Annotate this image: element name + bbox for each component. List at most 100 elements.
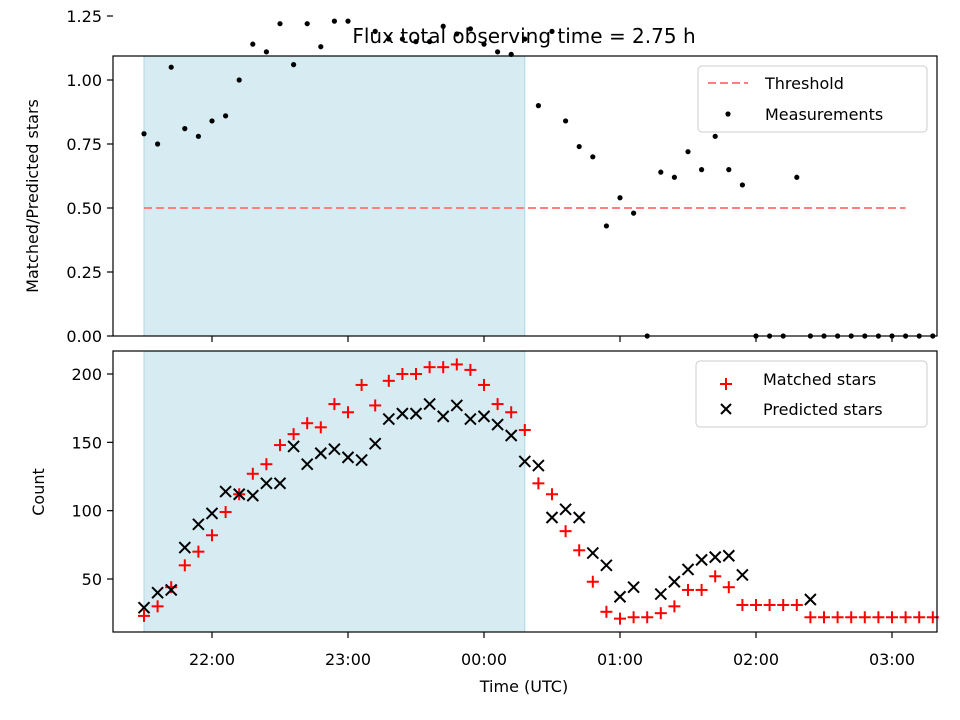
measurement-point	[318, 44, 324, 50]
legend-matched-swatch	[720, 378, 732, 390]
predicted-star-point	[477, 410, 491, 423]
matched-star-point	[831, 611, 844, 624]
predicted-star-point	[708, 550, 722, 564]
matched-star-point	[913, 611, 926, 624]
predicted-star-stroke-b	[178, 541, 192, 554]
matched-star-point	[382, 374, 395, 387]
matched-star-point	[178, 559, 191, 572]
top-y-ticks: 0.00 0.25 0.50 0.75 1.00 1.25	[66, 7, 113, 346]
predicted-star-stroke-b	[736, 568, 749, 582]
matched-star-point	[777, 598, 790, 611]
predicted-star-point	[409, 407, 423, 420]
predicted-star-point	[586, 546, 600, 560]
predicted-star-stroke-b	[613, 590, 627, 603]
bottom-x-tick-label: 02:00	[733, 650, 779, 669]
predicted-star-point	[627, 580, 640, 594]
predicted-star-stroke-b	[572, 511, 586, 524]
measurement-point	[195, 133, 201, 139]
matched-star-point	[314, 421, 327, 434]
predicted-star-point	[436, 410, 450, 423]
matched-star-point	[586, 575, 599, 588]
legend-measurements-swatch	[725, 111, 731, 117]
measurement-point	[603, 223, 610, 229]
matched-star-point	[450, 358, 463, 371]
measurement-point	[535, 103, 542, 109]
predicted-star-point	[368, 437, 382, 450]
matched-star-point	[301, 417, 314, 430]
matched-star-point	[518, 424, 531, 437]
bottom-y-tick-label: 200	[71, 365, 102, 384]
measurement-point	[386, 36, 392, 42]
measurement-point	[563, 118, 569, 124]
predicted-star-stroke-b	[708, 550, 722, 564]
predicted-star-stroke-b	[423, 397, 436, 411]
bottom-y-tick-label: 100	[71, 502, 102, 521]
predicted-star-stroke-b	[545, 511, 559, 524]
predicted-star-point	[668, 575, 681, 588]
predicted-star-stroke-b	[341, 451, 355, 464]
measurement-point	[263, 49, 269, 55]
predicted-star-point	[192, 518, 205, 531]
predicted-star-stroke-b	[260, 477, 273, 490]
measurement-point	[304, 21, 310, 27]
legend-predicted-label: Predicted stars	[763, 400, 883, 419]
measurement-point	[658, 169, 664, 175]
predicted-star-stroke-b	[586, 546, 600, 560]
top-title: Flux total observing time = 2.75 h	[352, 24, 695, 48]
matched-star-point	[532, 477, 545, 490]
bottom-y-axis-label: Count	[29, 468, 48, 516]
matched-star-point	[151, 600, 164, 613]
matched-star-point	[355, 378, 368, 391]
predicted-star-stroke-b	[804, 593, 817, 606]
predicted-star-stroke-b	[532, 459, 545, 472]
predicted-star-point	[736, 568, 749, 582]
predicted-star-point	[300, 457, 314, 471]
measurement-point	[794, 174, 800, 180]
predicted-star-point	[232, 488, 246, 501]
measurement-point	[236, 77, 242, 83]
top-y-tick-label: 0.50	[66, 199, 102, 218]
measurement-point	[331, 18, 337, 24]
matched-star-point	[559, 525, 572, 538]
measurement-point	[739, 182, 746, 188]
measurement-point	[223, 113, 229, 119]
matched-star-point	[736, 598, 749, 611]
predicted-star-stroke-b	[273, 477, 287, 490]
matched-star-point	[804, 611, 817, 624]
matched-star-point	[668, 600, 681, 613]
measurement-point	[726, 167, 732, 173]
top-axes-frame	[112, 55, 938, 337]
measurement-point	[141, 131, 147, 137]
predicted-star-stroke-b	[205, 507, 219, 520]
predicted-star-stroke-b	[491, 418, 504, 431]
bottom-x-tick-label: 23:00	[325, 650, 371, 669]
predicted-star-stroke-b	[477, 410, 491, 423]
top-y-tick-label: 0.00	[66, 327, 102, 346]
matched-star-point	[138, 609, 150, 622]
matched-star-point	[695, 583, 708, 596]
measurement-point	[454, 31, 460, 37]
x-axis-label: Time (UTC)	[479, 677, 568, 696]
predicted-star-point	[382, 412, 396, 426]
predicted-star-stroke-b	[450, 399, 464, 412]
measurement-point	[168, 64, 174, 70]
predicted-star-point	[151, 586, 164, 599]
matched-star-point	[763, 598, 776, 611]
matched-star-point	[641, 611, 654, 624]
measurement-point	[712, 133, 718, 139]
legend-threshold-label: Threshold	[764, 74, 844, 93]
predicted-star-point	[559, 503, 572, 516]
predicted-star-stroke-b	[627, 580, 640, 594]
measurement-point	[155, 141, 161, 147]
measurement-point	[250, 41, 256, 47]
predicted-star-point	[164, 583, 178, 597]
matched-star-point	[899, 611, 912, 624]
matched-star-point	[722, 581, 735, 594]
matched-star-point	[246, 467, 259, 480]
top-legend-box	[697, 65, 928, 133]
bottom-y-tick-label: 50	[82, 570, 102, 589]
predicted-star-stroke-b	[328, 442, 341, 456]
matched-star-point	[369, 399, 382, 412]
matched-star-point	[818, 611, 830, 624]
